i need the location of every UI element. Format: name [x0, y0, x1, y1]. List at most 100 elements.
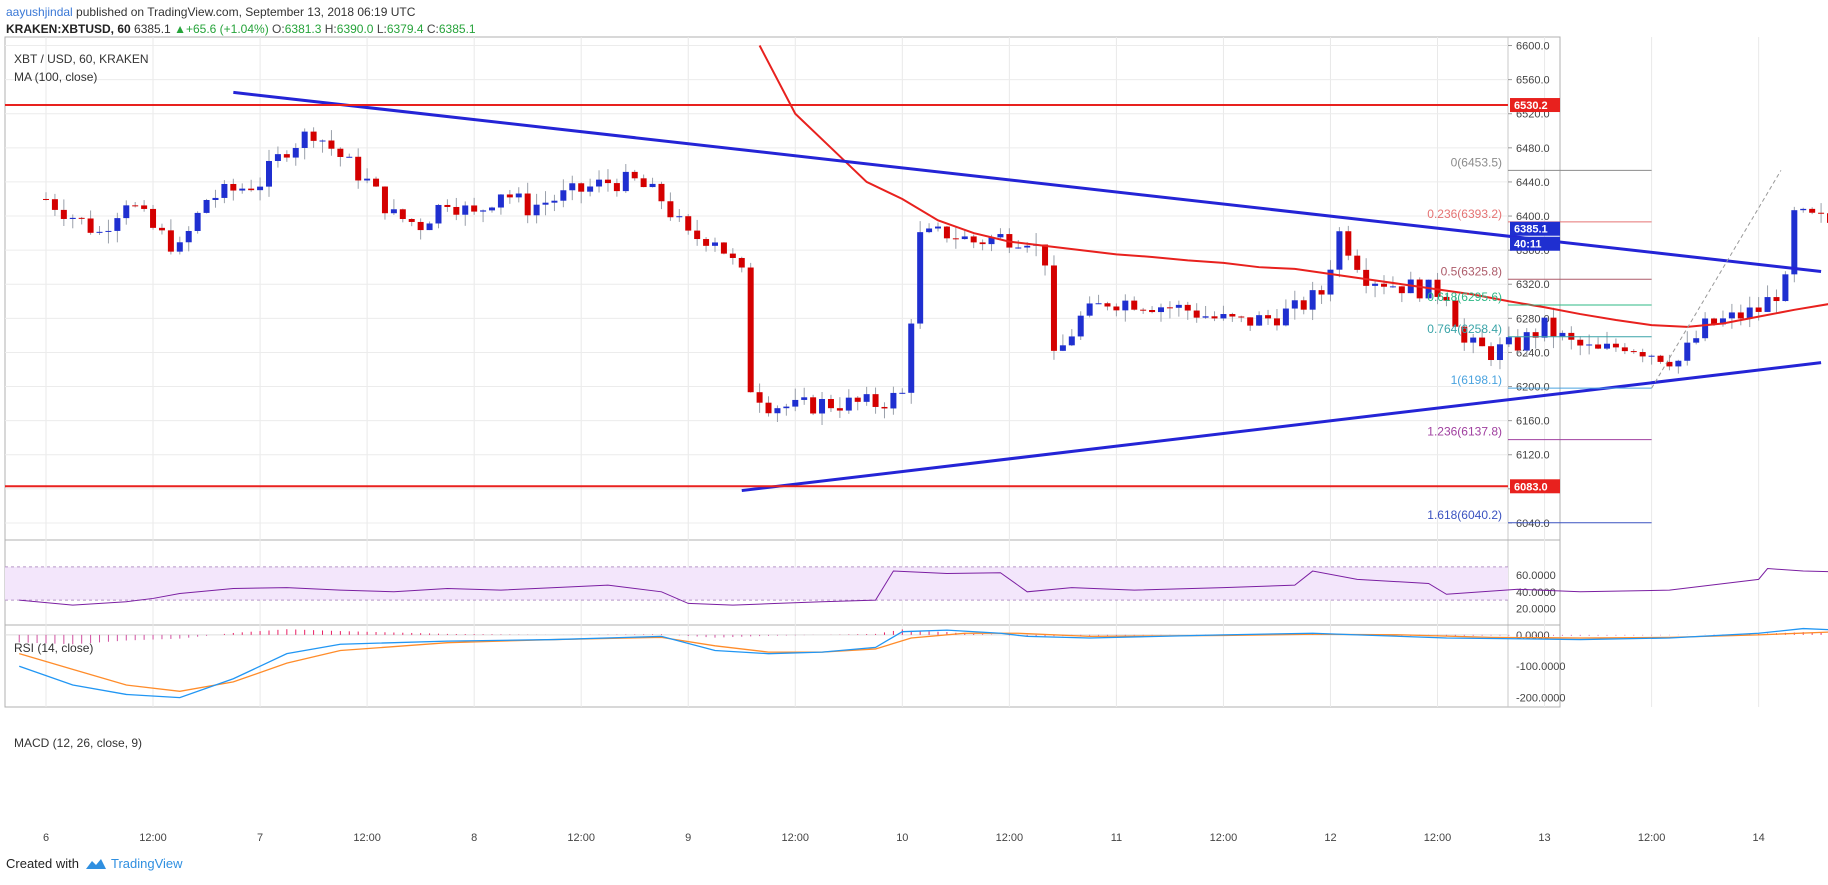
candle-body	[506, 194, 513, 198]
y-tick-label: 6040.0	[1516, 518, 1550, 530]
candle-body	[301, 131, 308, 148]
candle-body	[1131, 300, 1138, 310]
candle-body	[1675, 360, 1682, 367]
tradingview-link[interactable]: TradingView	[85, 856, 183, 871]
candle-body	[1282, 308, 1289, 326]
fib-level-label: 1.236(6137.8)	[1427, 425, 1502, 439]
candle-body	[1496, 344, 1503, 361]
candle-body	[346, 156, 353, 158]
candle-body	[1104, 303, 1111, 307]
candle-body	[364, 178, 371, 181]
candle-body	[1577, 339, 1584, 346]
candle-body	[961, 236, 968, 240]
y-tick-label: 6400.0	[1516, 211, 1550, 223]
candle-body	[105, 230, 112, 232]
candle-body	[221, 183, 228, 198]
candle-body	[1354, 255, 1361, 270]
candle-body	[390, 209, 397, 214]
rsi-line	[19, 568, 1828, 606]
y-axis-main: 6040.06080.06120.06160.06200.06240.06280…	[5, 41, 1550, 530]
candle-body	[266, 160, 272, 187]
footer: Created with TradingView	[6, 856, 183, 871]
candle-body	[1434, 279, 1441, 297]
candle-body	[158, 227, 165, 231]
candle-body	[881, 406, 888, 409]
candle-body	[1291, 300, 1298, 309]
countdown-tag	[1510, 236, 1560, 251]
chart-frame	[4, 36, 1561, 708]
candle-body	[1229, 314, 1236, 317]
candle-body	[337, 148, 344, 157]
candle-body	[114, 218, 121, 231]
level-price-tag-label: 6530.2	[1514, 100, 1548, 112]
close-value: 6385.1	[438, 22, 476, 36]
macd-tick-label: 0.0000	[1516, 630, 1550, 642]
candle-body	[1666, 361, 1673, 367]
last-price-tag-label: 6385.1	[1514, 224, 1548, 236]
candle-body	[1586, 344, 1593, 346]
candle-body	[1416, 279, 1423, 299]
candle-body	[399, 209, 406, 219]
rsi-y-axis: 60.0000 40.0000 20.0000	[1516, 570, 1556, 615]
candle-body	[1068, 336, 1075, 346]
candle-body	[569, 183, 576, 191]
candle-body	[1184, 304, 1191, 311]
candle-body	[640, 178, 647, 188]
candle-body	[1791, 210, 1798, 275]
candle-body	[150, 208, 157, 228]
candle-body	[970, 236, 977, 243]
candle-body	[587, 186, 594, 192]
candle-body	[560, 190, 567, 201]
x-tick-label: 12:00	[996, 832, 1024, 844]
x-tick-label: 9	[685, 832, 691, 844]
candle-body	[819, 399, 826, 414]
candle-body	[328, 140, 335, 149]
fib-level-label: 0.618(6295.6)	[1427, 290, 1502, 304]
candle-body	[417, 221, 424, 231]
rsi-band	[5, 566, 1508, 601]
candle-body	[1541, 317, 1548, 338]
candle-body	[292, 147, 299, 158]
moving-average-line	[758, 45, 1828, 328]
x-tick-label: 12:00	[567, 832, 595, 844]
x-tick-label: 14	[1753, 832, 1765, 844]
author-link[interactable]: aayushjindal	[6, 5, 73, 19]
x-tick-label: 12:00	[1638, 832, 1666, 844]
candle-body	[1140, 309, 1147, 311]
candle-body	[854, 397, 861, 402]
candle-body	[435, 204, 442, 224]
x-tick-label: 12:00	[1424, 832, 1452, 844]
candle-body	[230, 183, 237, 191]
candle-body	[381, 186, 388, 214]
candle-body	[1166, 307, 1173, 309]
fib-level-label: 1.618(6040.2)	[1427, 508, 1502, 522]
macd-y-axis: 0.0000 -100.0000 -200.0000	[1516, 630, 1566, 705]
candle-body	[908, 323, 915, 393]
candle-body	[524, 193, 531, 216]
y-tick-label: 6200.0	[1516, 382, 1550, 394]
candle-body	[694, 230, 701, 240]
created-with-text: Created with	[6, 856, 79, 871]
candle-body	[836, 408, 843, 411]
candle-body	[1728, 312, 1735, 319]
x-tick-label: 10	[896, 832, 908, 844]
x-tick-label: 6	[43, 832, 49, 844]
candle-body	[765, 402, 772, 414]
candle-body	[444, 204, 451, 207]
last-price-text: 6385.1	[134, 22, 171, 36]
candle-body	[578, 183, 585, 192]
candle-body	[649, 183, 656, 188]
candle-body	[1095, 303, 1102, 305]
fib-level-label: 0.5(6325.8)	[1441, 264, 1502, 278]
rsi-tick-label: 20.0000	[1516, 603, 1556, 615]
x-tick-label: 7	[257, 832, 263, 844]
candle-body	[935, 226, 941, 229]
candle-body	[1559, 332, 1566, 337]
candle-body	[141, 205, 148, 209]
y-tick-label: 6280.0	[1516, 313, 1550, 325]
candle-body	[1452, 300, 1459, 327]
candle-body	[979, 242, 986, 245]
candle-body	[1604, 343, 1610, 349]
candle-body	[1327, 269, 1334, 295]
